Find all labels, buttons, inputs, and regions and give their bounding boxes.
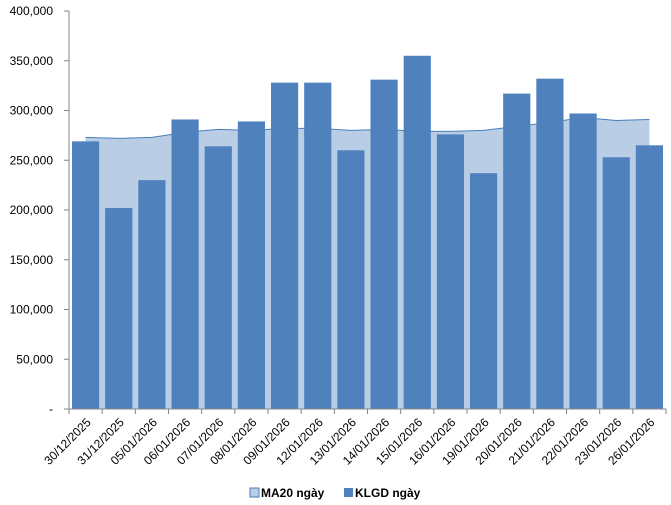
- x-axis: 30/12/202531/12/202505/01/202606/01/2026…: [41, 408, 667, 468]
- ma20-area-layer: [85, 116, 650, 409]
- klgd-bar-20/01/2026: [503, 93, 531, 410]
- klgd-bar-07/01/2026: [204, 146, 232, 409]
- y-tick-label: 300,000: [10, 104, 54, 118]
- legend-label-ma20: MA20 ngày: [261, 486, 325, 500]
- legend-swatch-ma20: [249, 487, 260, 498]
- klgd-bar-31/12/2025: [105, 208, 133, 409]
- klgd-bar-26/01/2026: [635, 145, 664, 409]
- legend-label-klgd: KLGD ngày: [355, 486, 421, 500]
- klgd-bar-layer: [71, 55, 664, 410]
- ma20-area: [85, 117, 650, 409]
- legend-swatch-klgd: [344, 488, 353, 497]
- klgd-bar-15/01/2026: [403, 55, 431, 410]
- y-axis: - 50,000 100,000 150,000 200,000 250,000 300,0…: [10, 4, 70, 416]
- y-tick-label: 200,000: [10, 203, 54, 217]
- klgd-bar-21/01/2026: [536, 78, 564, 409]
- klgd-bar-08/01/2026: [237, 121, 266, 409]
- klgd-bar-12/01/2026: [304, 82, 332, 409]
- klgd-bar-14/01/2026: [370, 79, 398, 409]
- y-tick-label: 150,000: [10, 253, 54, 267]
- klgd-bar-13/01/2026: [337, 150, 365, 410]
- legend: MA20 ngày KLGD ngày: [249, 486, 421, 500]
- klgd-bar-30/12/2025: [71, 141, 100, 409]
- y-tick-label: 250,000: [10, 153, 54, 167]
- klgd-bar-19/01/2026: [469, 173, 498, 409]
- klgd-bar-09/01/2026: [270, 82, 299, 409]
- y-tick-label: -: [49, 402, 53, 416]
- y-tick-label: 50,000: [16, 352, 53, 366]
- y-tick-label: 350,000: [10, 54, 54, 68]
- klgd-bar-22/01/2026: [569, 113, 597, 410]
- klgd-bar-16/01/2026: [436, 134, 465, 409]
- y-tick-label: 100,000: [10, 303, 54, 317]
- klgd-bar-06/01/2026: [171, 119, 199, 409]
- klgd-bar-23/01/2026: [602, 157, 630, 409]
- y-tick-label: 400,000: [10, 4, 54, 18]
- klgd-bar-05/01/2026: [138, 180, 166, 409]
